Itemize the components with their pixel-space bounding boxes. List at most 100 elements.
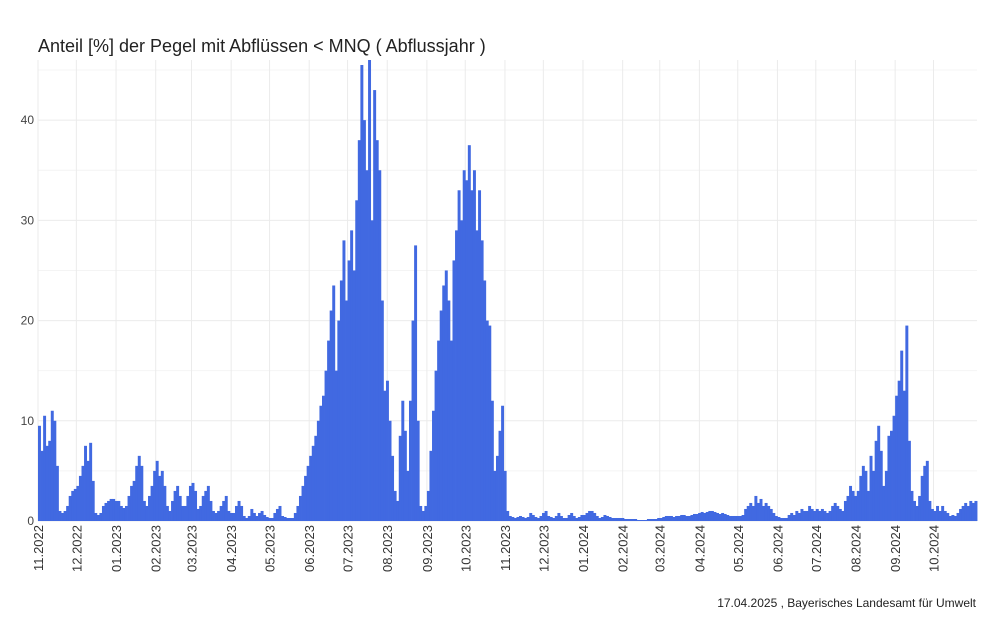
bar xyxy=(470,190,474,521)
bar xyxy=(145,505,149,521)
bar xyxy=(547,515,551,521)
bar xyxy=(859,475,863,521)
bar xyxy=(194,490,198,521)
bar xyxy=(974,500,978,521)
bar xyxy=(385,380,389,521)
bar xyxy=(836,505,840,521)
bar xyxy=(199,505,203,521)
bar xyxy=(623,519,627,521)
bar xyxy=(695,513,699,521)
x-tick-label: 06.2023 xyxy=(302,525,317,572)
bar xyxy=(941,505,945,521)
bar xyxy=(554,515,558,521)
bar xyxy=(319,405,323,521)
bar xyxy=(808,505,812,521)
bar xyxy=(966,505,970,521)
bar xyxy=(104,502,108,521)
bar xyxy=(511,516,515,521)
bar xyxy=(964,502,968,521)
bar xyxy=(107,500,111,521)
bar xyxy=(327,340,331,521)
bar xyxy=(854,495,858,521)
bar xyxy=(503,470,507,521)
bar xyxy=(176,485,180,521)
bar xyxy=(173,490,177,521)
bar xyxy=(296,505,300,521)
bar xyxy=(178,495,182,521)
bar xyxy=(800,508,804,521)
x-tick-label: 07.2024 xyxy=(809,525,824,572)
bar xyxy=(508,515,512,521)
bar xyxy=(43,415,47,521)
bar xyxy=(675,515,679,521)
bar xyxy=(951,514,955,521)
bar xyxy=(204,490,208,521)
bar xyxy=(652,519,656,521)
bar xyxy=(826,512,829,521)
x-tick-label: 09.2024 xyxy=(888,525,903,572)
bar xyxy=(480,240,484,521)
bar xyxy=(948,515,952,521)
bar xyxy=(235,505,238,521)
bar xyxy=(708,510,712,521)
bar xyxy=(685,515,689,521)
bar xyxy=(155,460,159,521)
bar xyxy=(953,515,957,521)
bar xyxy=(38,425,41,521)
bar xyxy=(877,425,881,521)
bar xyxy=(820,508,824,521)
bar xyxy=(700,511,704,521)
bar xyxy=(774,515,778,521)
bar xyxy=(217,510,221,521)
bar xyxy=(721,512,725,521)
bar xyxy=(81,465,85,521)
bar xyxy=(393,490,397,521)
bar xyxy=(48,440,52,521)
bar xyxy=(201,495,205,521)
bar xyxy=(465,180,469,521)
bar xyxy=(572,515,576,521)
bar xyxy=(153,470,157,521)
bar xyxy=(421,510,425,521)
bar xyxy=(339,280,343,521)
bar xyxy=(677,515,681,521)
bar xyxy=(705,511,709,521)
bar xyxy=(237,500,241,521)
bar xyxy=(401,400,405,521)
bar xyxy=(608,516,612,521)
bar xyxy=(148,495,151,521)
bar xyxy=(439,310,443,521)
bar xyxy=(240,505,244,521)
bar xyxy=(585,512,589,521)
bar xyxy=(196,508,200,521)
bar xyxy=(749,502,753,521)
bar xyxy=(132,480,136,521)
bar xyxy=(472,170,476,522)
bar xyxy=(884,470,888,521)
x-tick-label: 02.2024 xyxy=(616,525,631,572)
bar xyxy=(462,170,466,522)
bar xyxy=(851,490,855,521)
bar xyxy=(513,517,517,521)
bar xyxy=(866,490,870,521)
bar xyxy=(603,514,607,521)
bar xyxy=(956,512,960,521)
bar xyxy=(258,512,261,521)
bar xyxy=(716,512,719,521)
bar xyxy=(524,517,528,521)
bar xyxy=(928,500,932,521)
bar xyxy=(698,512,702,521)
bar xyxy=(534,516,538,521)
bar xyxy=(347,260,351,521)
bar xyxy=(314,435,318,521)
bar xyxy=(544,510,548,521)
bar xyxy=(160,470,164,521)
bar xyxy=(388,420,392,521)
bar xyxy=(378,170,382,522)
bar xyxy=(946,512,950,521)
bar xyxy=(447,300,451,521)
bar xyxy=(657,517,661,521)
bar xyxy=(629,519,632,521)
bar xyxy=(114,500,118,521)
bar xyxy=(163,485,167,521)
